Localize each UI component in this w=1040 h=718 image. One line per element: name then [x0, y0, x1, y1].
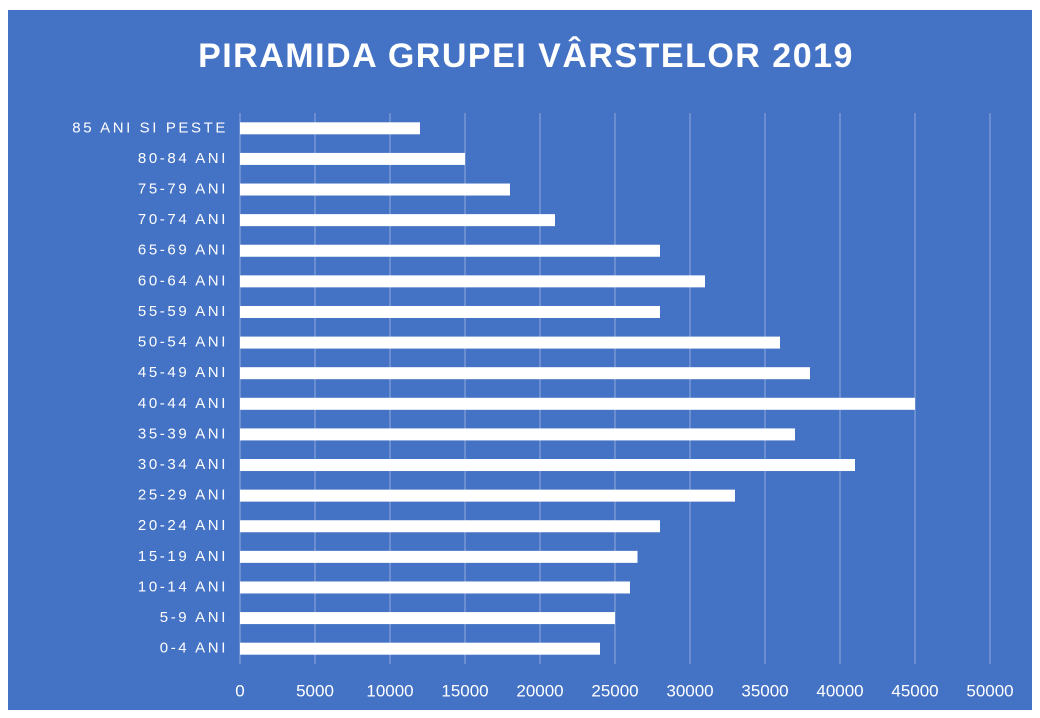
y-tick-label: 75-79 ANI [138, 180, 228, 197]
x-tick-label: 20000 [516, 681, 563, 700]
y-tick-label: 80-84 ANI [138, 150, 228, 167]
bar [240, 581, 630, 594]
y-tick-label: 50-54 ANI [138, 334, 228, 351]
chart-background [8, 10, 1032, 710]
bar [240, 122, 420, 135]
x-tick-label: 50000 [966, 681, 1013, 700]
y-tick-label: 60-64 ANI [138, 272, 228, 289]
bar [240, 244, 660, 257]
bar [240, 214, 555, 227]
bar [240, 305, 660, 318]
y-tick-label: 5-9 ANI [160, 609, 228, 626]
y-tick-label: 65-69 ANI [138, 242, 228, 259]
x-tick-label: 35000 [741, 681, 788, 700]
y-tick-label: 10-14 ANI [138, 578, 228, 595]
y-tick-label: 45-49 ANI [138, 364, 228, 381]
bar [240, 183, 510, 196]
y-tick-label: 25-29 ANI [138, 487, 228, 504]
y-tick-label: 85 ANI SI PESTE [72, 119, 228, 136]
x-tick-label: 15000 [441, 681, 488, 700]
bar [240, 428, 795, 441]
y-tick-label: 55-59 ANI [138, 303, 228, 320]
y-tick-label: 0-4 ANI [160, 640, 228, 657]
y-tick-label: 15-19 ANI [138, 548, 228, 565]
bar [240, 520, 660, 533]
y-tick-label: 40-44 ANI [138, 395, 228, 412]
x-tick-label: 0 [235, 681, 244, 700]
bar [240, 397, 915, 410]
x-tick-label: 40000 [816, 681, 863, 700]
x-tick-label: 25000 [591, 681, 638, 700]
x-tick-label: 10000 [366, 681, 413, 700]
x-tick-label: 30000 [666, 681, 713, 700]
y-tick-label: 70-74 ANI [138, 211, 228, 228]
bar [240, 152, 465, 165]
bar [240, 275, 705, 288]
bar [240, 336, 780, 349]
bar [240, 367, 810, 380]
bar [240, 642, 600, 655]
y-tick-label: 30-34 ANI [138, 456, 228, 473]
chart-title: PIRAMIDA GRUPEI VÂRSTELOR 2019 [198, 37, 854, 75]
y-tick-label: 35-39 ANI [138, 425, 228, 442]
bar [240, 612, 615, 625]
x-tick-label: 5000 [296, 681, 334, 700]
y-tick-label: 20-24 ANI [138, 517, 228, 534]
x-tick-label: 45000 [891, 681, 938, 700]
bar [240, 459, 855, 472]
bar [240, 489, 735, 502]
bar [240, 550, 638, 563]
